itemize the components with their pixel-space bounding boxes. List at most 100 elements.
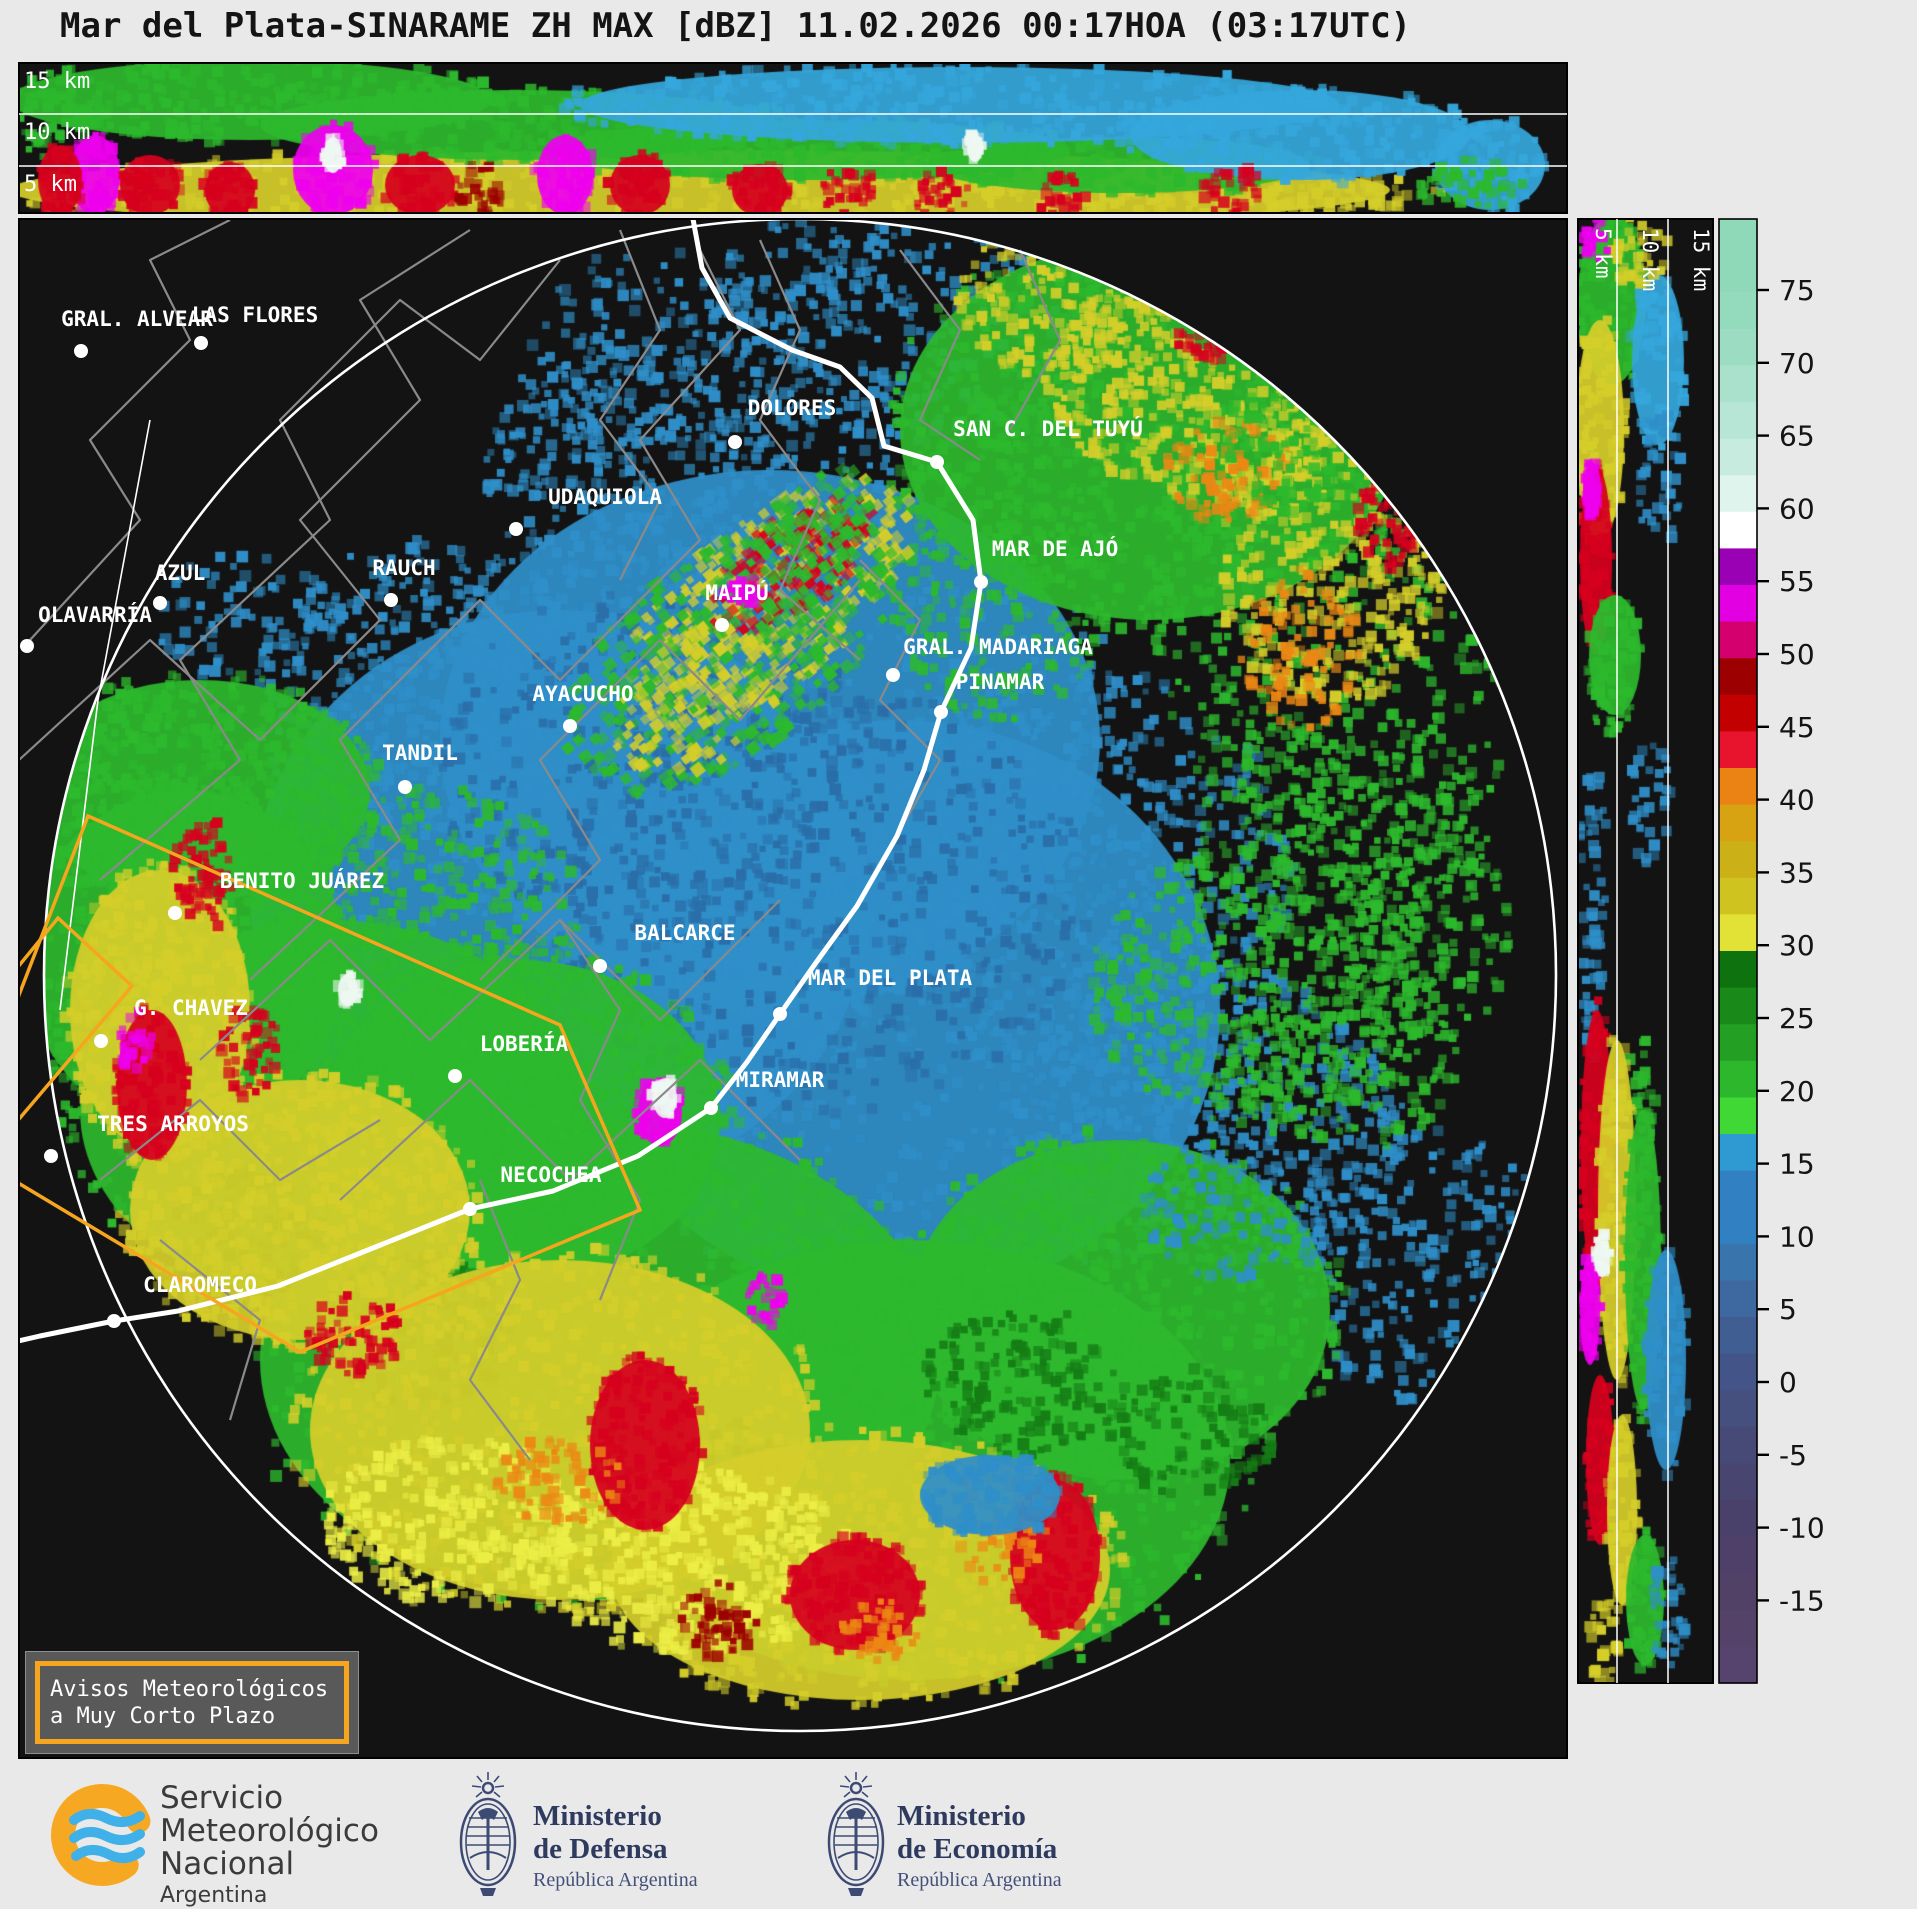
city-marker-dot	[94, 1034, 108, 1048]
city-marker-dot	[20, 639, 34, 653]
footer: Servicio Meteorológico Nacional Argentin…	[0, 1762, 1917, 1909]
city-marker-dot	[715, 618, 729, 632]
coastline	[19, 219, 984, 1344]
colorbar-band	[1719, 1243, 1757, 1281]
city-marker-dot	[509, 522, 523, 536]
colorbar-band	[1719, 804, 1757, 842]
radar-range-circle	[42, 219, 1558, 1733]
colorbar-band	[1719, 658, 1757, 696]
defensa-line2: de Defensa	[533, 1833, 668, 1865]
colorbar-tick-label: 45	[1779, 711, 1815, 744]
county-boundary-line	[598, 229, 662, 581]
colorbar-band	[1719, 1280, 1757, 1318]
top-strip-height-label: 5 km	[24, 172, 77, 197]
city-marker-dot	[107, 1314, 121, 1328]
colorbar-tick-label: 5	[1779, 1293, 1797, 1326]
province-boundary-line	[59, 419, 151, 1011]
weather-warning-polygon	[19, 813, 643, 1354]
city-label: OLAVARRÍA	[38, 602, 152, 627]
county-boundary-line	[159, 1239, 262, 1421]
top-strip-height-label: 10 km	[24, 120, 90, 145]
warning-legend-border: Avisos Meteorológicos a Muy Corto Plazo	[35, 1661, 349, 1744]
colorbar-band	[1719, 438, 1757, 476]
county-boundary-line	[758, 239, 861, 661]
colorbar-tick-label: 70	[1779, 347, 1815, 380]
defensa-wordmark: Ministerio de Defensa República Argentin…	[533, 1800, 698, 1892]
weather-warning-polygon	[19, 915, 135, 1122]
economia-line1: Ministerio	[897, 1800, 1026, 1832]
warning-legend-box: Avisos Meteorológicos a Muy Corto Plazo	[25, 1651, 359, 1754]
colorbar-band	[1719, 1134, 1757, 1172]
city-label: MAR DEL PLATA	[808, 966, 973, 990]
colorbar-band	[1719, 841, 1757, 879]
colorbar-band	[1719, 1390, 1757, 1428]
right-strip-height-label: 15 km	[1689, 228, 1713, 291]
city-marker-dot	[773, 1007, 787, 1021]
economia-line2: de Economía	[897, 1833, 1058, 1865]
city-marker-dot	[593, 959, 607, 973]
county-boundary-line	[99, 1098, 381, 1182]
city-marker-dot	[44, 1149, 58, 1163]
warning-legend-line2: a Muy Corto Plazo	[50, 1703, 276, 1729]
economia-line3: República Argentina	[897, 1869, 1062, 1891]
county-boundary-line	[899, 249, 981, 461]
colorbar-band	[1719, 621, 1757, 659]
county-boundary-line	[559, 919, 642, 1301]
city-marker-dot	[448, 1069, 462, 1083]
colorbar-band	[1719, 768, 1757, 806]
colorbar-tick-label: 10	[1779, 1220, 1815, 1253]
city-label: MIRAMAR	[736, 1068, 825, 1092]
colorbar-band	[1719, 511, 1757, 549]
county-boundary-line	[19, 229, 471, 761]
page-title: Mar del Plata-SINARAME ZH MAX [dBZ] 11.0…	[60, 6, 1412, 46]
defensa-line3: República Argentina	[533, 1869, 698, 1891]
colorbar-band	[1719, 1426, 1757, 1464]
city-marker-dot	[563, 719, 577, 733]
colorbar-band	[1719, 1646, 1757, 1684]
county-boundary-line	[859, 559, 942, 831]
colorbar-tick-label: 40	[1779, 784, 1815, 817]
city-marker-dot	[398, 780, 412, 794]
colorbar-band	[1719, 1573, 1757, 1611]
city-marker-dot	[886, 668, 900, 682]
economia-wordmark: Ministerio de Economía República Argenti…	[897, 1800, 1062, 1892]
city-label: AZUL	[155, 561, 206, 585]
city-label: PINAMAR	[956, 670, 1045, 694]
county-boundary-line	[99, 259, 561, 881]
colorbar-band	[1719, 1317, 1757, 1355]
colorbar-band	[1719, 219, 1757, 257]
colorbar-outline	[1718, 218, 1758, 1684]
colorbar-band	[1719, 1463, 1757, 1501]
colorbar-band	[1719, 1207, 1757, 1245]
city-marker-dot	[463, 1202, 477, 1216]
county-boundary-line	[29, 219, 231, 641]
county-boundary-line	[339, 1058, 801, 1201]
city-marker-dot	[384, 593, 398, 607]
colorbar-band	[1719, 1536, 1757, 1574]
city-label: AYACUCHO	[532, 682, 633, 706]
county-boundary-line	[468, 1179, 531, 1461]
city-marker-dot	[153, 596, 167, 610]
city-label: GRAL. ALVEAR	[61, 307, 213, 331]
city-label: G. CHAVEZ	[134, 996, 248, 1020]
colorbar-band	[1719, 292, 1757, 330]
smn-line4: Argentina	[160, 1883, 268, 1908]
colorbar-band	[1719, 1500, 1757, 1538]
colorbar-band	[1719, 1353, 1757, 1391]
colorbar-band	[1719, 914, 1757, 952]
city-label: LAS FLORES	[192, 303, 318, 327]
colorbar-tick-label: 25	[1779, 1002, 1815, 1035]
colorbar-band	[1719, 402, 1757, 440]
colorbar-tick-label: 75	[1779, 274, 1815, 307]
colorbar-band	[1719, 365, 1757, 403]
city-label: GRAL. MADARIAGA	[903, 635, 1093, 659]
colorbar-band	[1719, 694, 1757, 732]
colorbar-tick-label: 55	[1779, 565, 1815, 598]
smn-line3: Nacional	[160, 1846, 295, 1882]
city-label: DOLORES	[748, 396, 837, 420]
smn-wordmark: Servicio Meteorológico Nacional Argentin…	[160, 1782, 379, 1909]
colorbar-tick-label: 0	[1779, 1366, 1797, 1399]
map-border	[18, 218, 1568, 1759]
